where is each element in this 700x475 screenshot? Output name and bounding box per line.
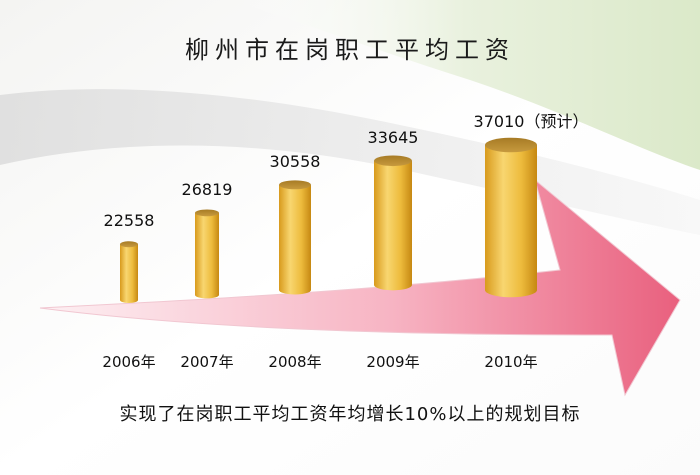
bar-top xyxy=(279,180,311,190)
bar-1 xyxy=(120,241,138,303)
bar-4 xyxy=(374,155,412,291)
bar-body xyxy=(195,212,219,299)
growth-arrow xyxy=(39,178,681,397)
category-label-5: 2010年 xyxy=(484,353,537,371)
bar-top xyxy=(374,155,412,167)
gray-swoosh xyxy=(0,89,700,236)
bar-top xyxy=(120,241,138,248)
value-label-2: 26819 xyxy=(182,180,233,199)
category-label-4: 2009年 xyxy=(366,353,419,371)
bar-2 xyxy=(195,209,219,299)
bar-body xyxy=(279,184,311,295)
bar-3 xyxy=(279,180,311,295)
bar-top xyxy=(485,137,537,153)
green-swoosh xyxy=(230,0,700,170)
value-label-3: 30558 xyxy=(270,152,321,171)
value-labels-group: 22558 26819 30558 33645 37010（预计） xyxy=(104,112,589,230)
category-labels-group: 2006年 2007年 2008年 2009年 2010年 xyxy=(102,353,537,371)
category-label-1: 2006年 xyxy=(102,353,155,371)
bar-body xyxy=(374,160,412,291)
value-label-1: 22558 xyxy=(104,211,155,230)
bar-5 xyxy=(485,137,537,298)
value-label-4: 33645 xyxy=(368,128,419,147)
chart-title: 柳州市在岗职工平均工资 xyxy=(185,36,515,64)
bar-body xyxy=(120,244,138,303)
value-label-5: 37010（预计） xyxy=(474,112,589,131)
bar-body xyxy=(485,145,537,298)
bar-top xyxy=(195,209,219,217)
category-label-2: 2007年 xyxy=(180,353,233,371)
category-label-3: 2008年 xyxy=(268,353,321,371)
bars-group xyxy=(120,137,537,303)
chart-footnote: 实现了在岗职工平均工资年均增长10%以上的规划目标 xyxy=(119,404,581,425)
